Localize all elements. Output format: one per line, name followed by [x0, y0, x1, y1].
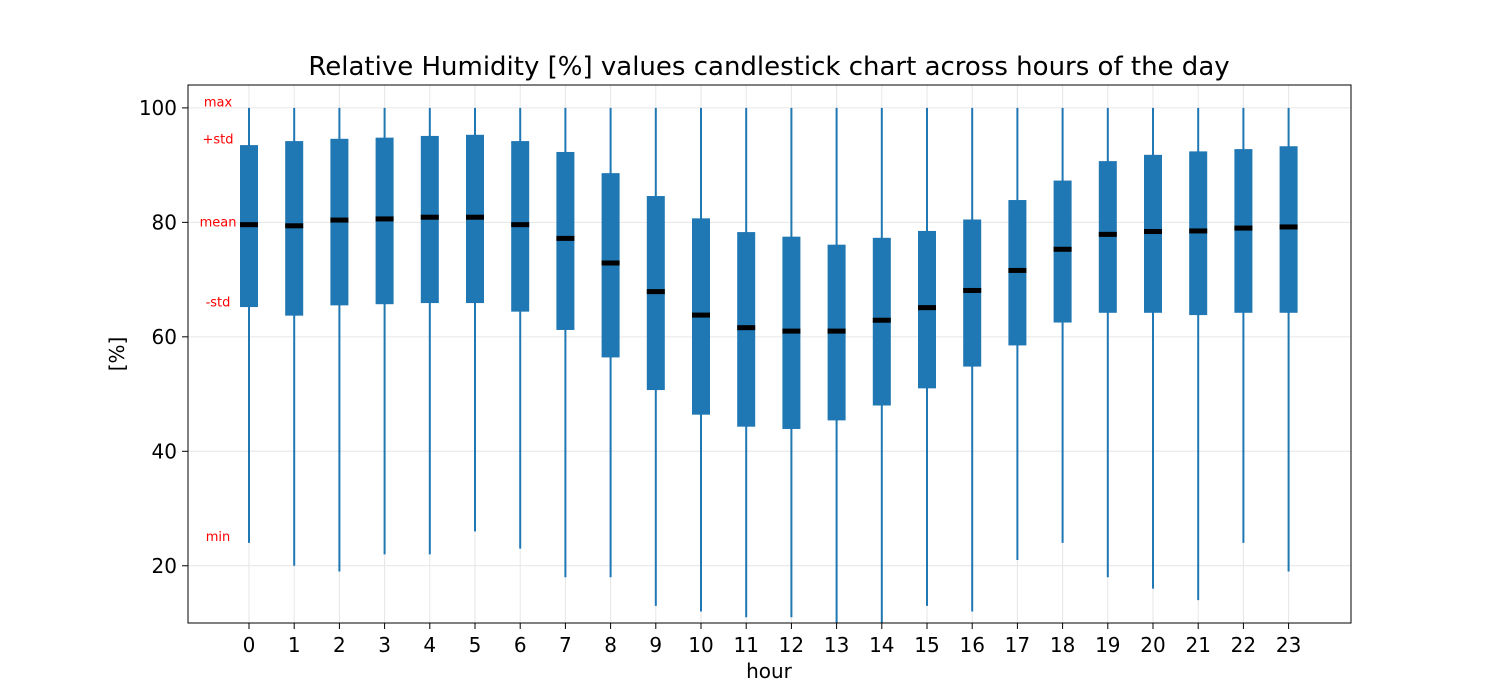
y-tick-label: 20: [152, 554, 177, 578]
mean-marker-hour-0: [240, 222, 258, 228]
x-tick-label: 11: [733, 633, 758, 657]
y-tick-label: 100: [139, 96, 177, 120]
y-tick-label: 80: [152, 210, 177, 234]
mean-marker-hour-18: [1053, 246, 1072, 252]
x-tick-label: 15: [914, 633, 939, 657]
x-tick-label: 7: [559, 633, 572, 657]
x-axis-label: hour: [746, 659, 793, 683]
mean-marker-hour-3: [375, 216, 394, 222]
mean-marker-hour-2: [330, 217, 349, 223]
x-tick-label: 22: [1231, 633, 1256, 657]
candlestick-marks: [240, 107, 1298, 623]
mean-marker-hour-1: [285, 223, 304, 229]
y-tick-label: 60: [152, 325, 177, 349]
grid-lines: [188, 85, 1351, 623]
mean-marker-hour-21: [1189, 228, 1208, 234]
x-tick-label: 18: [1050, 633, 1075, 657]
annotation-std: -std: [206, 295, 231, 310]
mean-marker-hour-8: [601, 260, 620, 266]
y-axis-label: [%]: [105, 337, 129, 372]
x-tick-label: 9: [649, 633, 662, 657]
body-hour-16: [963, 219, 982, 367]
chart-title: Relative Humidity [%] values candlestick…: [308, 52, 1229, 82]
x-tick-label: 6: [514, 633, 527, 657]
x-tick-label: 21: [1185, 633, 1210, 657]
annotation-min: min: [206, 530, 231, 545]
x-tick-label: 17: [1005, 633, 1030, 657]
x-tick-label: 4: [423, 633, 436, 657]
x-tick-label: 19: [1095, 633, 1120, 657]
y-tick-label: 40: [152, 439, 177, 463]
x-axis-ticks: 0 1 2 3 4 5 6 7 8 9 10 11 12 13 14 15 16 17 18 19 20 21 22 23: [243, 623, 1301, 657]
x-tick-label: 12: [779, 633, 804, 657]
mean-marker-hour-12: [782, 328, 801, 334]
x-tick-label: 16: [959, 633, 984, 657]
y-axis-ticks: 20 40 60 80 100: [139, 96, 188, 578]
body-hour-19: [1098, 161, 1117, 313]
body-hour-1: [285, 141, 304, 316]
stat-annotations: max +std mean -std min: [200, 96, 237, 545]
body-hour-22: [1234, 149, 1253, 313]
mean-marker-hour-19: [1098, 231, 1117, 237]
x-tick-label: 3: [378, 633, 391, 657]
mean-marker-hour-11: [737, 325, 756, 331]
mean-marker-hour-13: [827, 328, 846, 334]
mean-marker-hour-16: [963, 287, 982, 293]
mean-marker-hour-14: [872, 317, 891, 323]
x-tick-label: 5: [469, 633, 482, 657]
mean-marker-hour-15: [918, 305, 936, 311]
annotation-mean: mean: [200, 215, 237, 230]
mean-marker-hour-6: [511, 222, 530, 228]
mean-marker-hour-5: [466, 214, 484, 220]
x-tick-label: 2: [333, 633, 346, 657]
body-hour-7: [556, 151, 575, 330]
mean-marker-hour-7: [556, 235, 575, 241]
mean-marker-hour-17: [1008, 267, 1027, 273]
annotation-std: +std: [202, 132, 233, 147]
mean-marker-hour-4: [420, 214, 439, 220]
mean-marker-hour-22: [1234, 225, 1253, 231]
x-tick-label: 10: [688, 633, 713, 657]
x-tick-label: 13: [824, 633, 849, 657]
annotation-max: max: [204, 96, 233, 111]
x-tick-label: 14: [869, 633, 894, 657]
mean-marker-hour-10: [692, 312, 710, 318]
x-tick-label: 0: [243, 633, 256, 657]
x-tick-label: 8: [604, 633, 617, 657]
body-hour-23: [1279, 146, 1298, 313]
x-tick-label: 1: [288, 633, 301, 657]
mean-marker-hour-23: [1279, 224, 1298, 230]
plot-area-frame: [187, 84, 1352, 624]
mean-marker-hour-9: [646, 289, 665, 295]
mean-marker-hour-20: [1144, 229, 1162, 235]
x-tick-label: 20: [1140, 633, 1165, 657]
x-tick-label: 23: [1276, 633, 1301, 657]
